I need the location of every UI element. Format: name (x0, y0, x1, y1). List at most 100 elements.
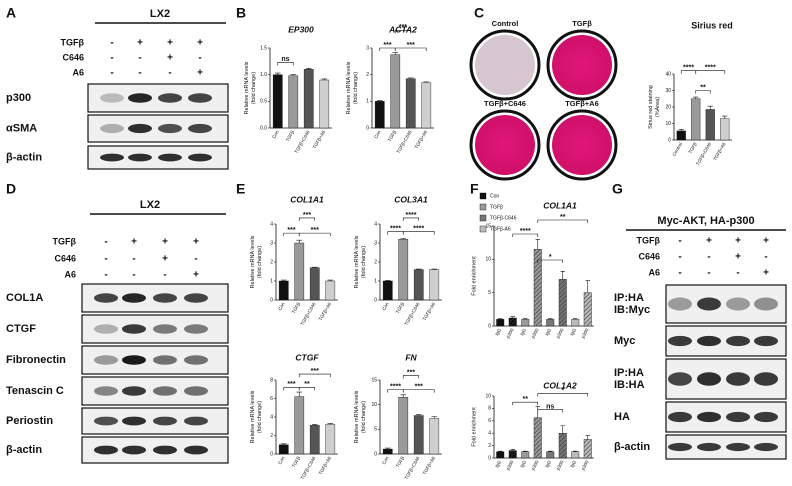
error-bar (585, 435, 590, 440)
x-tick-label: TGFβ (387, 129, 397, 142)
band (122, 445, 146, 455)
band (100, 123, 124, 134)
blot-label: IP:HA (614, 292, 644, 304)
condition-sign: + (197, 38, 203, 49)
bar (390, 54, 401, 129)
significance-label: ns (546, 403, 554, 410)
error-bar (311, 266, 318, 268)
chart-title: EP300 (288, 24, 314, 34)
y-tick-label: 2 (374, 259, 377, 265)
y-tick-label: 4 (270, 414, 273, 420)
error-bar (535, 239, 540, 250)
bar (496, 319, 505, 327)
x-tick-label: IgG (494, 327, 502, 336)
x-tick-label: TGFβ (291, 455, 301, 468)
band (754, 297, 778, 311)
dish-label: Control (492, 19, 519, 28)
blot-label: IB:HA (614, 379, 645, 391)
significance-label: *** (311, 368, 319, 375)
blot-label: CTGF (6, 323, 36, 335)
y-tick-label: 4 (488, 431, 491, 437)
bar-chart: Sirius red Sirius red staining (%Area) 0 10 2… (648, 20, 733, 166)
x-tick-label: TGFβ (291, 301, 301, 314)
error-bar (280, 279, 287, 281)
condition-sign: - (678, 268, 681, 279)
bar-chart: ACTA2 Relative mRNA levels (fold change) 0 1… (346, 24, 434, 154)
bar (319, 79, 330, 129)
error-bar (560, 271, 565, 280)
dish-stain (552, 35, 612, 95)
y-tick-label: 20 (665, 104, 671, 110)
error-bar (305, 67, 312, 70)
significance-label: **** (390, 383, 401, 390)
significance-bracket (394, 30, 412, 34)
x-tick-label: p300 (505, 327, 515, 339)
band (668, 442, 692, 452)
band (122, 386, 146, 396)
x-tick-label: Con (277, 301, 286, 311)
significance-label: *** (407, 369, 415, 376)
x-tick-label: TGFβ+A6 (414, 129, 429, 149)
error-bar (384, 447, 391, 450)
bar (288, 75, 299, 129)
band (94, 355, 118, 365)
bar (413, 269, 424, 301)
error-bar (431, 416, 438, 419)
y-tick-label: 1 (366, 99, 369, 105)
x-tick-label: TGFβ+C646 (404, 455, 421, 480)
bar (325, 424, 336, 455)
blot-label: Fibronectin (6, 354, 66, 366)
x-tick-label: TGFβ+C646 (396, 129, 413, 154)
x-tick-label: p300 (505, 459, 515, 471)
band (754, 372, 778, 386)
error-bar (548, 318, 553, 320)
band (726, 297, 750, 311)
condition-sign: - (678, 252, 681, 263)
y-tick-label: 4 (374, 221, 377, 227)
blot (87, 83, 229, 113)
condition-sign: - (764, 252, 767, 263)
band (128, 123, 152, 134)
x-tick-label: TGFβ+C646 (404, 301, 421, 326)
y-tick-label: 0 (488, 455, 491, 461)
x-tick-label: Con (381, 301, 390, 311)
legend-label: TGFβ (490, 204, 503, 210)
bar (496, 451, 505, 459)
blot (87, 145, 229, 170)
significance-label: *** (407, 42, 415, 49)
chart-title: Sirius red (691, 20, 733, 30)
condition-sign: - (110, 53, 113, 64)
bar-chart: CTGF Relative mRNA levels (fold change) 0 2 4… (250, 352, 338, 480)
condition-label: TGFβ (53, 236, 77, 246)
blot-heading: LX2 (150, 8, 170, 20)
significance-label: ** (304, 381, 310, 388)
error-bar (327, 423, 334, 425)
band (754, 411, 778, 423)
condition-label: A6 (64, 269, 76, 279)
error-bar (523, 318, 528, 320)
band (697, 297, 721, 311)
y-tick-label: 0 (668, 137, 671, 143)
condition-sign: - (736, 268, 739, 279)
chart-title: FN (405, 352, 417, 362)
y-tick-label: 0.5 (260, 99, 267, 105)
condition-sign: - (198, 53, 201, 64)
x-tick-label: TGFβ+A6 (422, 455, 437, 475)
y-tick-label: 3 (270, 240, 273, 246)
x-tick-label: IgG (519, 459, 527, 468)
band (158, 123, 182, 134)
chart-title: COL1A1 (543, 200, 577, 210)
y-tick-label: 1 (374, 278, 377, 284)
bar (676, 130, 686, 141)
y-tick-label: 0 (488, 323, 491, 329)
blot-label: COL1A (6, 292, 43, 304)
condition-sign: + (193, 270, 199, 281)
condition-label: C646 (54, 253, 76, 263)
error-bar (415, 414, 422, 416)
condition-sign: - (168, 68, 171, 79)
blot (87, 114, 229, 143)
bar (272, 74, 283, 129)
error-bar (400, 394, 407, 398)
